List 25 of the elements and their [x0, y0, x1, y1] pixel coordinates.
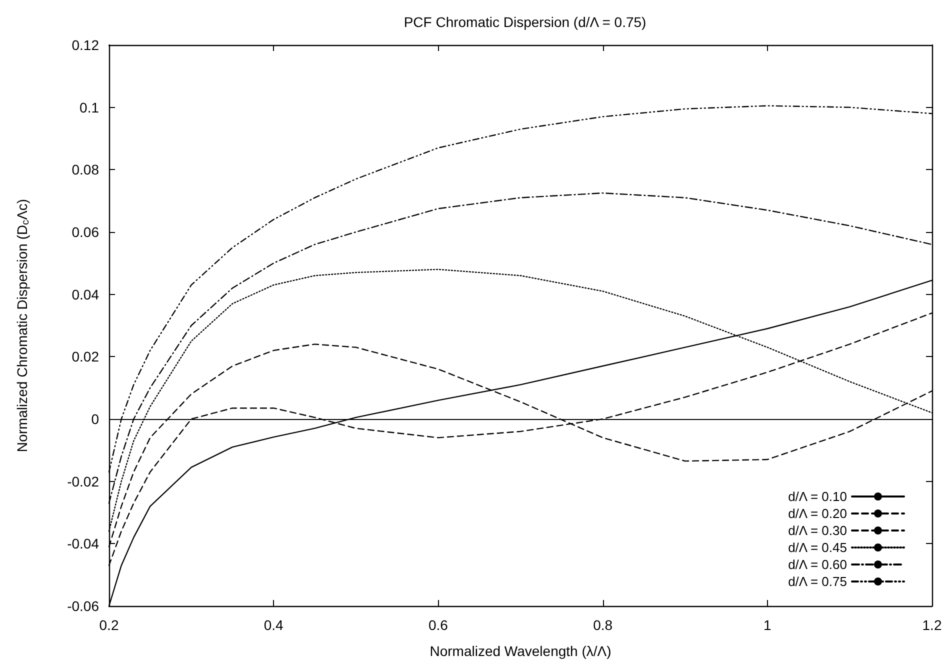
- y-tick-label: -0.04: [67, 536, 100, 552]
- legend-label: d/Λ = 0.60: [788, 557, 847, 572]
- legend-label: d/Λ = 0.10: [788, 489, 847, 504]
- x-axis-title: Normalized Wavelength (λ/Λ): [430, 643, 612, 659]
- y-tick-label: 0.12: [72, 37, 100, 53]
- x-tick-label: 0.4: [264, 617, 284, 633]
- y-axis-title: Normalized Chromatic Dispersion (DcΛc): [14, 198, 32, 452]
- legend-label: d/Λ = 0.20: [788, 506, 847, 521]
- y-tick-label: 0.06: [72, 224, 100, 240]
- legend-label: d/Λ = 0.45: [788, 540, 847, 555]
- x-tick-label: 0.6: [428, 617, 448, 633]
- y-tick-label: 0.1: [80, 99, 100, 116]
- y-tick-label: -0.06: [67, 598, 100, 614]
- chart-title: PCF Chromatic Dispersion (d/Λ = 0.75): [404, 14, 646, 30]
- x-tick-label: 1.2: [922, 617, 942, 633]
- x-tick-label: 1: [764, 617, 772, 633]
- y-tick-label: -0.02: [67, 473, 100, 490]
- y-tick-label: 0.02: [72, 348, 100, 365]
- y-tick-label: 0.08: [72, 162, 100, 178]
- y-tick-label: 0: [91, 411, 100, 427]
- legend-label: d/Λ = 0.75: [788, 574, 847, 589]
- x-tick-label: 0.2: [99, 617, 119, 633]
- legend-label: d/Λ = 0.30: [788, 523, 847, 538]
- y-tick-label: 0.04: [72, 286, 100, 302]
- x-tick-label: 0.8: [593, 617, 613, 633]
